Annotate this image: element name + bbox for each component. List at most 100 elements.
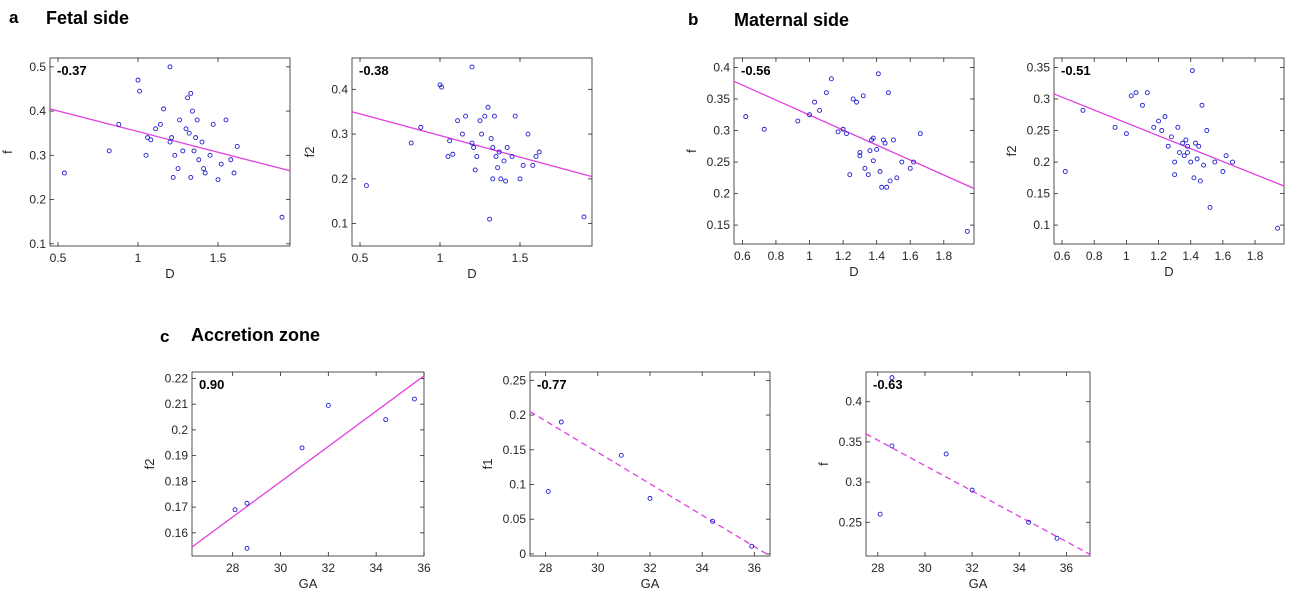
data-point <box>647 495 653 501</box>
data-point <box>482 113 488 119</box>
x-tick-label: 0.5 <box>50 251 67 265</box>
data-point <box>479 131 485 137</box>
axes-frame <box>733 57 975 245</box>
data-point <box>545 488 551 494</box>
data-point <box>325 403 331 408</box>
data-point <box>1199 102 1205 108</box>
x-tick-label: 36 <box>417 561 431 575</box>
data-point <box>857 153 863 159</box>
data-point <box>943 451 949 457</box>
axes-frame <box>191 371 425 557</box>
data-point <box>383 417 389 423</box>
data-point <box>885 90 891 96</box>
data-point <box>234 144 240 149</box>
data-point <box>1175 124 1181 130</box>
y-tick-label: 0.25 <box>503 373 527 387</box>
data-point <box>455 118 461 124</box>
x-tick-label: 1 <box>135 251 142 265</box>
y-tick-label: 0.2 <box>509 408 526 422</box>
data-point <box>882 140 888 146</box>
data-point <box>1275 225 1281 231</box>
data-point <box>61 170 67 176</box>
x-tick-label: 0.8 <box>768 249 785 263</box>
data-point <box>137 88 143 94</box>
x-tick-label: 1.6 <box>1215 249 1232 263</box>
data-point <box>185 95 191 101</box>
data-point <box>194 117 200 123</box>
y-tick-label: 0.35 <box>839 435 863 449</box>
data-point <box>157 121 163 127</box>
data-point <box>889 443 895 449</box>
x-tick-label: 1.5 <box>210 251 227 265</box>
data-point <box>188 90 194 96</box>
data-point <box>823 90 829 96</box>
data-point <box>143 152 149 158</box>
panel-letter-b: b <box>688 10 699 29</box>
panel-letter-a: a <box>9 8 19 27</box>
data-point <box>199 139 205 145</box>
data-point <box>469 140 475 146</box>
x-tick-label: 32 <box>322 561 336 575</box>
data-point <box>161 106 167 112</box>
x-tick-label: 1.6 <box>902 249 919 263</box>
panel-letter-c: c <box>160 327 170 346</box>
data-point <box>894 175 900 181</box>
x-tick-label: 34 <box>369 561 383 575</box>
data-point <box>907 165 913 171</box>
axes-frame <box>49 57 291 247</box>
data-point <box>180 148 186 154</box>
data-point <box>862 165 868 171</box>
data-point <box>169 135 175 141</box>
y-tick-label: 0.21 <box>165 397 189 411</box>
data-point <box>501 158 507 164</box>
data-point <box>474 154 480 159</box>
panel-title-maternal: Maternal side <box>734 10 850 30</box>
data-point <box>1183 137 1189 143</box>
x-tick-label: 1.4 <box>868 249 885 263</box>
y-tick-label: 0.15 <box>503 443 527 457</box>
y-tick-label: 0.16 <box>165 526 189 540</box>
y-tick-label: 0.15 <box>1027 187 1051 201</box>
data-point <box>450 151 456 157</box>
y-axis-label: f <box>816 462 831 466</box>
x-axis-label: GA <box>299 576 318 591</box>
data-point <box>145 135 151 141</box>
data-point <box>418 124 424 130</box>
data-point <box>749 543 755 549</box>
correlation-annotation: -0.56 <box>741 63 771 78</box>
data-point <box>196 157 202 163</box>
data-point <box>847 172 853 178</box>
data-point <box>1185 143 1190 149</box>
y-tick-label: 0.18 <box>165 474 189 488</box>
data-point <box>1194 156 1200 162</box>
y-tick-label: 0.1 <box>331 217 348 231</box>
data-point <box>228 157 234 163</box>
data-point <box>828 76 834 82</box>
data-point <box>279 214 285 220</box>
correlation-annotation: -0.37 <box>57 63 87 78</box>
y-tick-label: 0.3 <box>29 148 46 162</box>
data-point <box>517 176 523 182</box>
y-tick-label: 0.4 <box>713 60 730 74</box>
data-point <box>911 159 917 165</box>
data-point <box>447 138 453 144</box>
data-point <box>1054 535 1060 541</box>
data-point <box>1204 128 1210 133</box>
data-point <box>1172 172 1178 178</box>
y-tick-label: 0.2 <box>29 193 46 207</box>
x-tick-label: 36 <box>1060 561 1074 575</box>
data-point <box>191 148 197 154</box>
x-tick-label: 0.6 <box>1054 249 1071 263</box>
data-point <box>875 71 881 77</box>
y-axis-label: f2 <box>302 147 317 158</box>
y-tick-label: 0.1 <box>1033 218 1050 232</box>
data-point <box>215 177 221 183</box>
data-point <box>812 99 818 105</box>
data-point <box>135 77 141 83</box>
data-point <box>490 176 496 182</box>
chart-maternal-f2-vs-d: 0.6 0.8 1 1.2 1.4 1.6 1.8 0.1 0.15 0.2 0.25 0.3 0.35… <box>1004 57 1285 279</box>
data-point <box>207 152 213 158</box>
data-point <box>116 121 122 127</box>
data-point <box>520 162 526 168</box>
data-point <box>172 152 178 158</box>
